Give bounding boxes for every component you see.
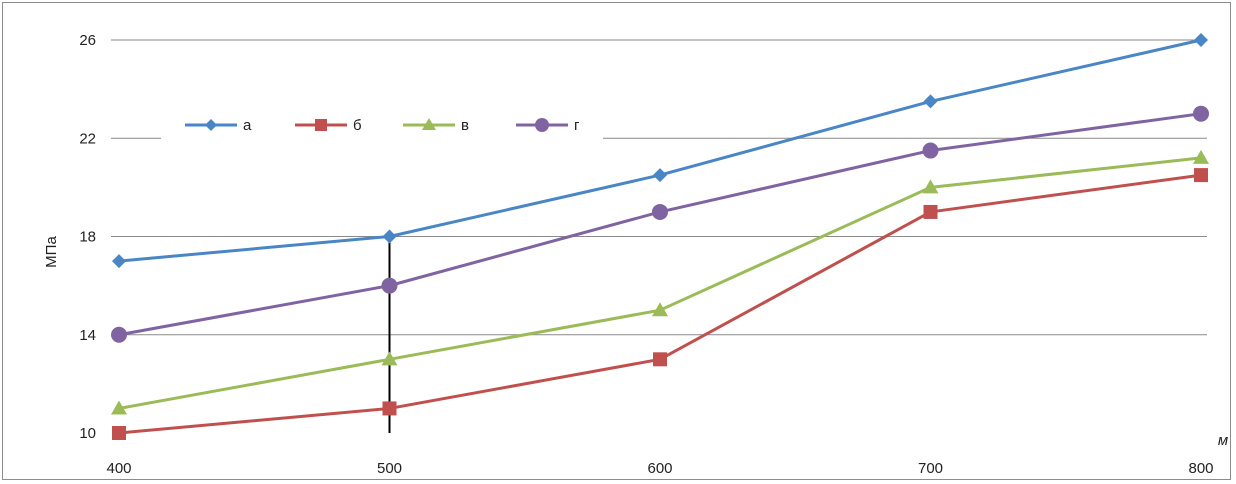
series-1-point-800 xyxy=(1194,168,1208,183)
series-line-2 xyxy=(118,156,1202,410)
series-0-point-400 xyxy=(112,254,126,269)
legend-label-2: в xyxy=(461,117,469,134)
x-tick-label-700: 700 xyxy=(918,460,943,477)
x-tick-label-400: 400 xyxy=(106,460,131,477)
series-2-point-600 xyxy=(652,302,668,317)
series-3-point-600 xyxy=(652,203,668,220)
x-tick-label-500: 500 xyxy=(377,460,402,477)
x-tick-label-600: 600 xyxy=(647,460,672,477)
y-tick-label-14: 14 xyxy=(79,327,96,344)
series-1-point-400 xyxy=(112,426,126,440)
legend-marker-0 xyxy=(205,119,217,131)
series-2-point-500 xyxy=(381,351,398,366)
legend-label-1: б xyxy=(353,117,362,134)
series-0-point-800 xyxy=(1194,33,1208,47)
y-tick-label-10: 10 xyxy=(79,425,96,442)
series-0-point-600 xyxy=(653,168,667,183)
y-axis-title: МПа xyxy=(43,236,60,268)
series-0-point-500 xyxy=(382,229,397,244)
legend-label-0: а xyxy=(243,117,252,134)
legend-marker-3 xyxy=(535,118,549,132)
series-3-point-500 xyxy=(381,277,398,294)
legend-label-3: г xyxy=(574,117,580,134)
legend-marker-1 xyxy=(315,119,327,131)
y-tick-label-18: 18 xyxy=(79,229,96,246)
y-tick-label-26: 26 xyxy=(79,32,96,49)
series-0-point-700 xyxy=(923,94,938,109)
series-1-point-500 xyxy=(382,401,397,416)
series-2-point-800 xyxy=(1193,149,1209,164)
x-tick-label-800: 800 xyxy=(1188,460,1213,477)
series-3-point-800 xyxy=(1193,105,1209,122)
y-tick-label-22: 22 xyxy=(79,130,96,147)
series-3-point-400 xyxy=(111,326,127,343)
series-2-point-400 xyxy=(111,400,127,415)
series-1-point-600 xyxy=(653,352,667,367)
series-line-3 xyxy=(118,112,1202,337)
series-1-point-700 xyxy=(923,204,938,219)
legend-marker-2 xyxy=(422,118,436,130)
series-2-point-700 xyxy=(922,179,939,194)
series-line-0 xyxy=(118,38,1202,263)
line-chart: 10 14 18 22 26 400 500 600 700 800 МПа м а б в г xyxy=(43,32,1228,477)
series-3-point-700 xyxy=(922,142,939,159)
x-axis-title: м xyxy=(1218,432,1228,449)
